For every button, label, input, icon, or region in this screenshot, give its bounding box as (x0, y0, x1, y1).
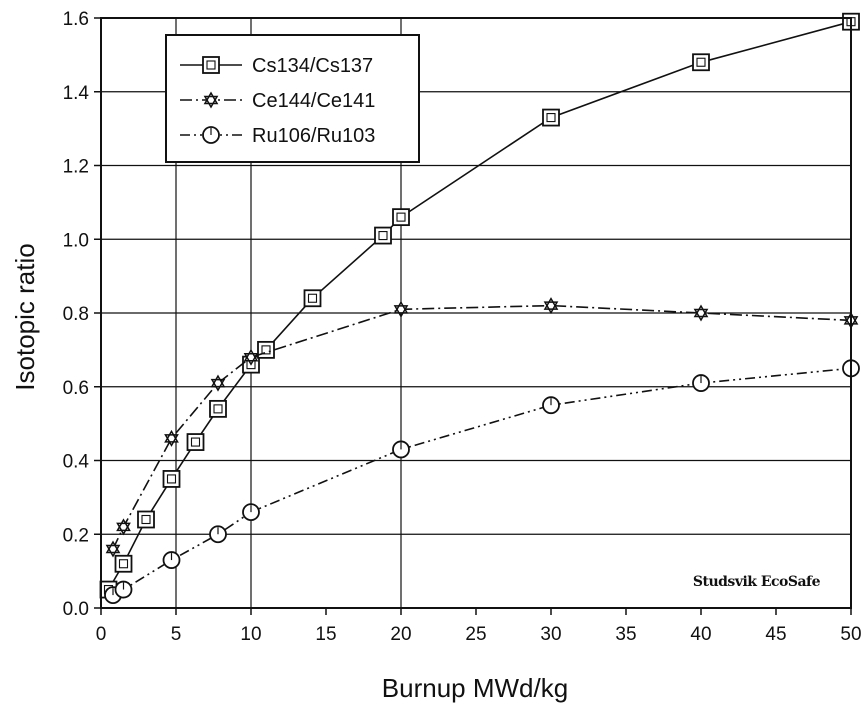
x-tick-label: 45 (765, 624, 786, 645)
y-axis-ticks: 0.0 0.2 0.4 0.6 0.8 1.0 1.2 1.4 1.6 (63, 9, 101, 620)
y-tick-label: 1.4 (63, 83, 90, 104)
data-point-star-overlay (393, 305, 409, 318)
y-tick-label: 0.0 (63, 599, 89, 620)
data-point-square-inner (378, 231, 388, 241)
legend-label: Cs134/Cs137 (252, 55, 373, 77)
data-point-square (186, 433, 205, 451)
watermark-text: Studsvik EcoSafe (693, 574, 821, 590)
series-line (112, 304, 852, 550)
y-tick-label: 1.6 (63, 9, 89, 30)
data-point-square (257, 340, 275, 359)
x-tick-label: 15 (315, 624, 336, 645)
data-point-square (114, 554, 133, 573)
data-point-square-inner (307, 293, 318, 303)
legend-marker-star-overlay (203, 95, 219, 109)
data-point-star-overlay (164, 434, 179, 447)
data-point-square-inner (696, 57, 706, 67)
data-point-square-inner (166, 474, 177, 484)
data-point-square-inner (261, 345, 271, 355)
legend-label: Ce144/Ce141 (252, 90, 375, 112)
x-axis-ticks: 0 5 10 15 20 25 30 35 40 45 50 (96, 608, 862, 645)
legend-marker-square-inner (206, 60, 216, 70)
y-tick-label: 0.8 (63, 304, 89, 325)
data-series (99, 12, 860, 604)
y-tick-label: 0.6 (63, 378, 89, 399)
x-tick-label: 10 (240, 624, 261, 645)
y-axis-title: Isotopic ratio (10, 243, 40, 390)
series-3 (104, 359, 860, 604)
x-tick-label: 30 (540, 624, 561, 645)
data-point-square-inner (190, 437, 201, 447)
data-point-star-overlay (543, 301, 559, 315)
data-point-square (209, 399, 227, 418)
data-point-star-overlay (116, 522, 131, 536)
legend-marker-square (202, 56, 220, 74)
data-point-star-overlay (105, 544, 121, 558)
data-point-star-overlay (243, 353, 259, 366)
data-point-square (692, 53, 710, 72)
x-axis-title: Burnup MWd/kg (382, 673, 568, 703)
legend-label: Ru106/Ru103 (252, 125, 375, 147)
legend: Cs134/Cs137 Ce144/Ce141 Ru106/Ru103 (165, 34, 420, 163)
y-tick-label: 0.4 (63, 452, 90, 473)
data-point-square-inner (141, 514, 151, 525)
y-tick-label: 1.2 (63, 157, 89, 178)
data-point-square (137, 510, 155, 529)
data-point-square (303, 289, 322, 308)
y-tick-label: 1.0 (63, 230, 89, 251)
x-tick-label: 5 (171, 624, 182, 645)
y-tick-label: 0.2 (63, 525, 89, 546)
data-point-square-inner (213, 404, 223, 414)
data-point-square-inner (118, 559, 129, 569)
data-point-star-overlay (693, 308, 709, 322)
x-tick-label: 50 (840, 624, 861, 645)
series-2 (105, 297, 859, 558)
data-point-square (542, 108, 560, 127)
x-tick-label: 35 (615, 624, 636, 645)
data-point-square (374, 226, 392, 245)
data-point-square (392, 208, 410, 227)
x-tick-label: 40 (690, 624, 711, 645)
data-point-star-overlay (210, 378, 226, 392)
plot-frame (100, 17, 852, 609)
data-point-square-inner (396, 212, 406, 222)
x-tick-label: 25 (465, 624, 486, 645)
data-point-square (162, 470, 181, 488)
x-tick-label: 20 (390, 624, 411, 645)
x-tick-label: 0 (96, 624, 107, 645)
data-point-square-inner (546, 113, 556, 123)
